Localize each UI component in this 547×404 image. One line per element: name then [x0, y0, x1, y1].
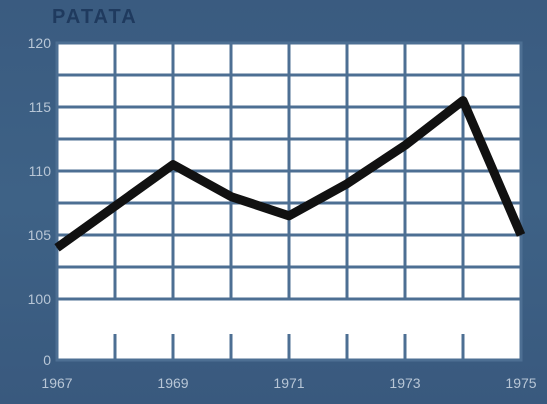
data-point — [346, 183, 348, 185]
x-tick-label: 1975 — [505, 375, 536, 391]
y-tick-label: 105 — [28, 227, 52, 243]
y-tick-label: 0 — [43, 352, 51, 368]
data-point — [172, 164, 174, 166]
data-point — [230, 196, 232, 198]
x-tick-label: 1969 — [157, 375, 188, 391]
y-tick-label: 120 — [28, 35, 52, 51]
data-point — [404, 144, 406, 146]
chart-title: PATATA — [52, 6, 138, 28]
data-point — [462, 100, 464, 102]
data-point — [56, 247, 58, 249]
y-tick-label: 110 — [29, 163, 52, 179]
plot-border — [55, 41, 523, 362]
y-tick-label: 115 — [29, 99, 52, 115]
x-tick-label: 1973 — [389, 375, 420, 391]
data-point — [520, 234, 522, 236]
data-point — [288, 215, 290, 217]
series-line — [54, 96, 526, 252]
x-tick-label: 1967 — [41, 375, 72, 391]
y-tick-label: 100 — [28, 291, 52, 307]
x-tick-label: 1971 — [273, 375, 304, 391]
